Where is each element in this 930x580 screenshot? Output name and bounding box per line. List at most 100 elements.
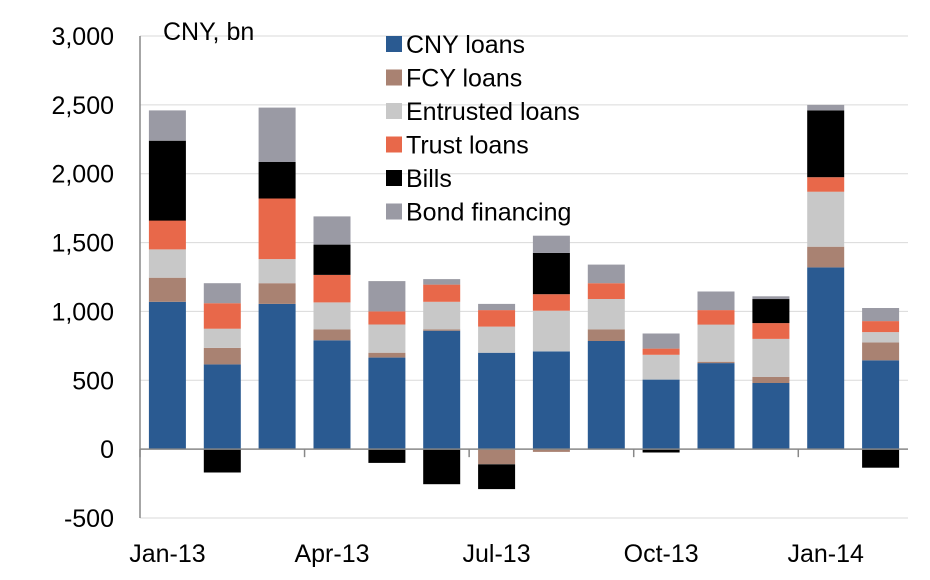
- bar-Jan-14-bills: [807, 110, 845, 178]
- bar-Aug-13-fcy-loans: [532, 449, 570, 452]
- y-tick-labels: -500 0 500 1,000 1,500 2,000 2,500 3,000: [51, 23, 114, 533]
- bar-Jul-13-cny-loans: [478, 352, 516, 450]
- bar-Feb-13-trust-loans: [203, 303, 241, 329]
- bar-Jun-13-entrusted-loans: [423, 301, 461, 330]
- x-tick-label: Jul-13: [463, 540, 531, 568]
- bar-Mar-13-entrusted-loans: [258, 259, 296, 284]
- bar-Feb-13-entrusted-loans: [203, 328, 241, 348]
- bar-May-13-bond-financing: [368, 281, 406, 312]
- bar-Oct-13-entrusted-loans: [642, 354, 680, 380]
- bar-Mar-13-fcy-loans: [258, 283, 296, 304]
- bar-Aug-13-bills: [532, 252, 570, 295]
- bar-May-13-bills: [368, 449, 406, 463]
- bar-Mar-13-trust-loans: [258, 198, 296, 260]
- bar-Jul-13-trust-loans: [478, 310, 516, 327]
- bar-Nov-13-trust-loans: [697, 310, 735, 325]
- legend-label: FCY loans: [406, 65, 522, 93]
- bar-May-13-fcy-loans: [368, 352, 406, 358]
- y-tick-label: 500: [72, 367, 114, 395]
- bar-Feb-13-bond-financing: [203, 283, 241, 304]
- y-tick-label: 3,000: [51, 23, 114, 51]
- legend-label: Trust loans: [406, 132, 529, 160]
- bar-Jul-13-entrusted-loans: [478, 326, 516, 353]
- legend-swatch-fcy-loans: [386, 69, 402, 86]
- bar-Sep-13-fcy-loans: [587, 329, 625, 341]
- legend-label: CNY loans: [406, 31, 525, 59]
- legend-swatch-cny-loans: [386, 36, 402, 52]
- bar-Jan-14-entrusted-loans: [807, 191, 845, 247]
- axes: [139, 36, 908, 518]
- bar-Sep-13-trust-loans: [587, 283, 625, 299]
- bar-Nov-13-bond-financing: [697, 291, 735, 311]
- bar-Apr-13-fcy-loans: [313, 329, 351, 341]
- bar-Nov-13-cny-loans: [697, 363, 735, 450]
- bar-Jan-13-cny-loans: [148, 301, 186, 450]
- bar-Apr-13-bills: [313, 244, 351, 275]
- bar-Dec-13-bills: [752, 299, 790, 324]
- bar-Jul-13-bond-financing: [478, 303, 516, 311]
- legend-label: Bond financing: [406, 199, 571, 227]
- bar-Dec-13-trust-loans: [752, 323, 790, 339]
- bar-Apr-13-bond-financing: [313, 216, 351, 245]
- legend-swatch-bond-financing: [386, 203, 402, 220]
- bar-Mar-13-bills: [258, 162, 296, 199]
- y-tick-label: 2,000: [51, 161, 114, 189]
- y-tick-label: 0: [100, 436, 114, 464]
- bar-Jun-13-bills: [423, 449, 461, 485]
- bar-Feb-13-cny-loans: [203, 364, 241, 450]
- bar-Jan-13-fcy-loans: [148, 277, 186, 302]
- bar-Apr-13-cny-loans: [313, 340, 351, 450]
- legend: CNY loans FCY loans Entrusted loans Trust l…: [386, 31, 580, 227]
- y-tick-label: -500: [64, 505, 114, 533]
- y-tick-label: 2,500: [51, 92, 114, 120]
- bar-Jan-14-trust-loans: [807, 177, 845, 192]
- bar-Sep-13-cny-loans: [587, 341, 625, 450]
- bar-Nov-13-entrusted-loans: [697, 324, 735, 362]
- bar-May-13-trust-loans: [368, 311, 406, 325]
- bar-Apr-13-trust-loans: [313, 274, 351, 303]
- y-tick-label: 1,000: [51, 298, 114, 326]
- bar-Feb-13-fcy-loans: [203, 347, 241, 365]
- bar-Nov-13-fcy-loans: [697, 361, 735, 364]
- bar-Aug-13-cny-loans: [532, 351, 570, 450]
- bars: [148, 104, 900, 490]
- legend-swatch-entrusted-loans: [386, 103, 402, 119]
- legend-swatch-trust-loans: [386, 136, 402, 153]
- bar-Mar-13-bond-financing: [258, 107, 296, 162]
- bar-Jul-13-bills: [478, 464, 516, 490]
- bar-Jul-13-fcy-loans: [478, 449, 516, 465]
- bar-Dec-13-entrusted-loans: [752, 339, 790, 377]
- legend-label: Bills: [406, 165, 452, 193]
- bar-May-13-entrusted-loans: [368, 324, 406, 353]
- bar-Dec-13-bond-financing: [752, 296, 790, 300]
- bar-May-13-cny-loans: [368, 357, 406, 450]
- bar-Sep-13-bond-financing: [587, 264, 625, 284]
- bar-Jan-14-cny-loans: [807, 267, 845, 450]
- bar-Jan-13-trust-loans: [148, 220, 186, 250]
- bar-Feb-14-fcy-loans: [862, 342, 900, 361]
- x-tick-label: Apr-13: [294, 540, 369, 568]
- legend-swatch-bills: [386, 170, 402, 186]
- bar-Aug-13-trust-loans: [532, 294, 570, 311]
- y-tick-label: 1,500: [51, 230, 114, 258]
- bar-Jan-13-bills: [148, 140, 186, 221]
- bar-Apr-13-entrusted-loans: [313, 302, 351, 330]
- bar-Feb-14-trust-loans: [862, 321, 900, 333]
- bar-Jan-13-entrusted-loans: [148, 249, 186, 278]
- bar-Jan-13-bond-financing: [148, 110, 186, 141]
- bar-Aug-13-bond-financing: [532, 235, 570, 253]
- x-tick-label: Jan-13: [129, 540, 205, 568]
- bar-Feb-13-bills: [203, 449, 241, 473]
- bar-Dec-13-cny-loans: [752, 383, 790, 450]
- bar-Jan-14-bond-financing: [807, 104, 845, 111]
- bar-Jun-13-cny-loans: [423, 330, 461, 450]
- bar-Jun-13-fcy-loans: [423, 329, 461, 331]
- bar-Mar-13-cny-loans: [258, 303, 296, 450]
- x-tick-labels: Jan-13 Apr-13 Jul-13 Oct-13 Jan-14: [129, 540, 864, 568]
- bar-Sep-13-entrusted-loans: [587, 299, 625, 330]
- bar-Jun-13-trust-loans: [423, 284, 461, 302]
- bar-Feb-14-bills: [862, 449, 900, 468]
- bar-Jun-13-bond-financing: [423, 279, 461, 285]
- legend-label: Entrusted loans: [406, 98, 580, 126]
